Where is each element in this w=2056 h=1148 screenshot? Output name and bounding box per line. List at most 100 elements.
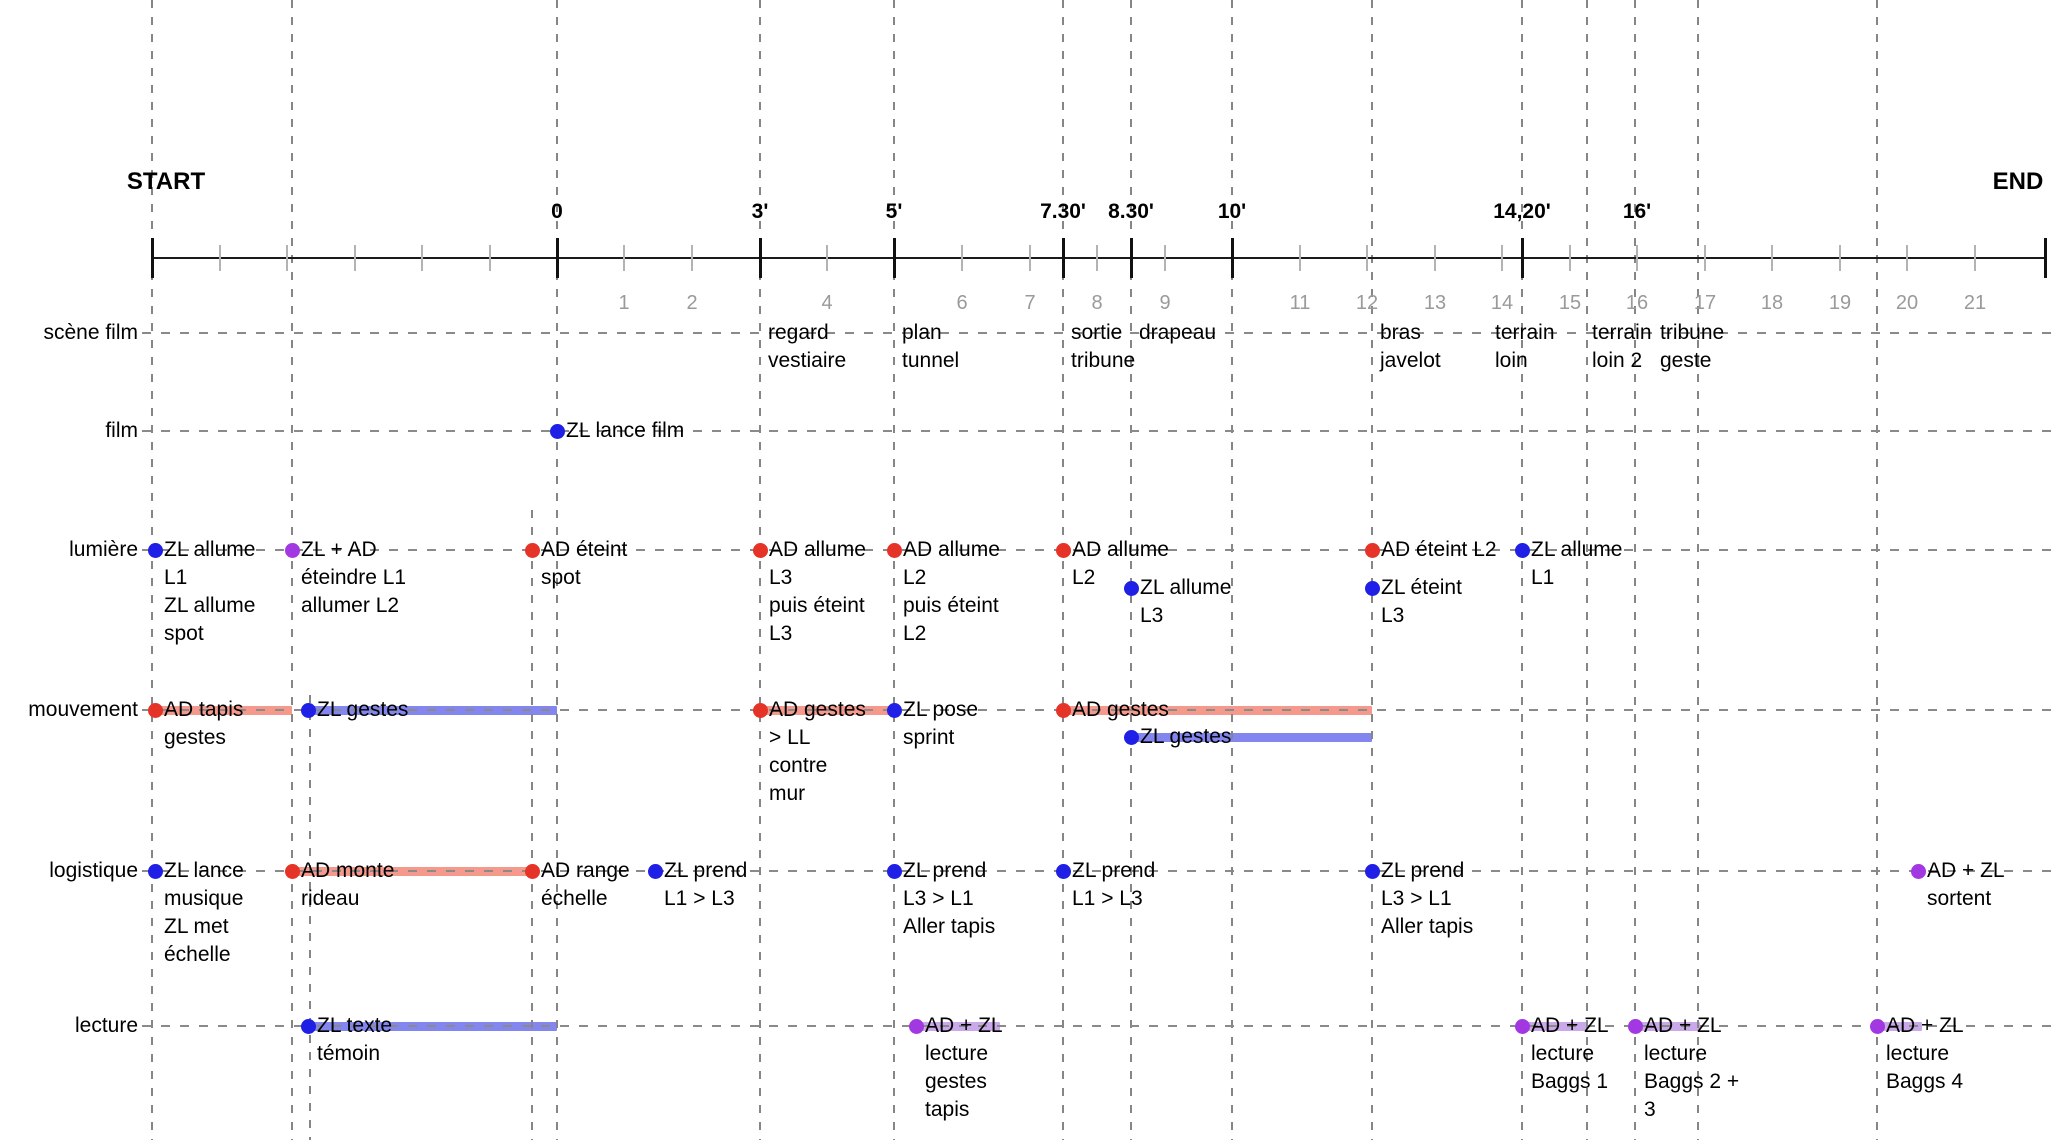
grid-vline [1130,0,1132,1140]
tick-minor [826,245,828,271]
label-line: L1 > L3 [1072,887,1143,910]
row-label-film: film [105,419,138,442]
event-label: ZL allume L1 ZL allume spot [164,536,255,648]
grid-vline [1521,0,1523,1140]
label-line: lecture [1644,1042,1708,1065]
label-line: Baggs 1 [1531,1070,1609,1093]
event-label: AD range échelle [541,857,630,913]
label-line: tribune [1660,321,1725,344]
tick-number: 8 [1091,292,1103,314]
label-line: ZL allume [1140,576,1232,599]
tick-minor [623,245,625,271]
tick-minor [421,245,423,271]
event-label: AD éteint L2 [1381,536,1497,564]
event-bar [1131,732,1372,742]
label-line: terrain [1592,321,1652,344]
event-dot-blue [147,863,163,879]
event-dot-blue [300,702,316,718]
row-label-logistique: logistique [49,859,138,882]
label-line: L3 [1140,604,1164,627]
event-dot-blue [1055,863,1071,879]
tick-number: 17 [1693,292,1717,314]
grid-hline-lecture [142,1025,2052,1027]
event-label: ZL gestes [1140,723,1231,751]
event-label: AD allume L2 puis éteint L2 [903,536,1000,648]
label-line: L2 [903,566,927,589]
grid-hline-logistique [142,870,2052,872]
tick-minor [961,245,963,271]
label-line: gestes [925,1070,987,1093]
event-dot-blue [549,423,565,439]
event-dot-red [284,863,300,879]
event-label: AD éteint spot [541,536,627,592]
label-line: éteindre L1 [301,566,407,589]
label-line: échelle [164,943,231,966]
label-line: terrain [1495,321,1555,344]
event-dot-blue [1364,863,1380,879]
tick-major [1520,238,1524,278]
row-label-scene-film: scène film [43,321,138,344]
axis-end-tick [2044,238,2047,278]
label-line: javelot [1380,349,1441,372]
event-label: ZL allume L1 [1531,536,1622,592]
grid-hline-mouvement [142,709,2052,711]
label-line: geste [1660,349,1712,372]
grid-vline [1371,0,1373,1140]
label-line: ZL lance film [566,419,685,442]
row-label-mouvement: mouvement [28,698,138,721]
tick-number: 21 [1963,292,1987,314]
label-line: ZL prend [664,859,748,882]
label-line: musique [164,887,244,910]
event-dot-blue [1123,580,1139,596]
grid-vline [1231,0,1233,1140]
label-line: AD + ZL [1531,1014,1609,1037]
label-line: ZL allume [1531,538,1623,561]
label-line: loin 2 [1592,349,1643,372]
tick-major [1230,238,1234,278]
event-label: ZL prend L1 > L3 [1072,857,1155,913]
tick-number: 2 [686,292,698,314]
label-line: lecture [925,1042,989,1065]
event-label: AD + ZL lecture gestes tapis [925,1012,1003,1124]
label-line: puis éteint [903,594,999,617]
label-line: Aller tapis [1381,915,1474,938]
tick-number: 18 [1760,292,1784,314]
label-line: AD range [541,859,630,882]
time-label: 3' [751,200,769,223]
event-dot-blue [886,702,902,718]
event-dot-red [524,863,540,879]
label-line: AD éteint [541,538,628,561]
event-dot-red [1055,542,1071,558]
event-label: ZL allume L3 [1140,574,1231,630]
axis-label-start: START [126,168,206,195]
label-line: ZL prend [903,859,987,882]
event-label: AD + ZL lecture Baggs 4 [1886,1012,1964,1096]
label-line: Aller tapis [903,915,996,938]
label-line: L2 [1072,566,1096,589]
scene-label: regard vestiaire [768,319,846,375]
label-line: ZL prend [1381,859,1465,882]
grid-vline [1634,0,1636,1140]
tick-number: 12 [1355,292,1379,314]
event-label: AD + ZL sortent [1927,857,2005,913]
label-line: L2 [903,622,927,645]
grid-vline [893,0,895,1140]
tick-minor [1569,245,1571,271]
event-dot-purple [1910,863,1926,879]
label-line: ZL gestes [317,698,409,721]
label-line: sortie [1071,321,1123,344]
label-line: AD + ZL [1927,859,2005,882]
label-line: rideau [301,887,360,910]
tick-major [758,238,762,278]
event-dot-purple [1627,1018,1643,1034]
grid-vline [1586,0,1588,1140]
event-label: AD + ZL lecture Baggs 2 + 3 [1644,1012,1739,1124]
grid-hline-scene-film [142,332,2052,334]
event-dot-blue [1514,542,1530,558]
label-line: L1 [1531,566,1555,589]
label-line: AD allume [769,538,866,561]
label-line: sortent [1927,887,1992,910]
label-line: AD + ZL [925,1014,1003,1037]
tick-minor [691,245,693,271]
